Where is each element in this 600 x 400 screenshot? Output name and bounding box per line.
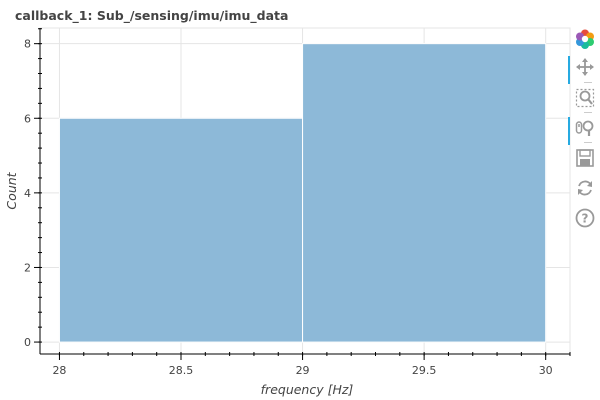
y-tick-label: 0 <box>24 336 31 349</box>
x-tick-label: 29 <box>296 364 310 377</box>
wheel-zoom-tool-button[interactable] <box>568 115 598 145</box>
pan-tool-button[interactable] <box>568 54 598 84</box>
reset-icon <box>578 180 592 196</box>
bokeh-logo-icon <box>576 29 594 49</box>
y-tick-label: 2 <box>24 261 31 274</box>
y-axis: 0 2 4 6 8 <box>24 28 42 354</box>
toolbar-separator <box>584 142 592 143</box>
save-tool-button[interactable] <box>572 145 598 171</box>
wheel-zoom-icon <box>575 120 594 136</box>
x-tick-label: 28.5 <box>169 364 194 377</box>
x-tick-label: 28 <box>52 364 66 377</box>
y-tick-label: 8 <box>24 38 31 51</box>
box-zoom-tool-button[interactable] <box>572 85 598 111</box>
toolbar-separator <box>584 112 592 113</box>
pan-icon <box>576 58 594 76</box>
reset-tool-button[interactable] <box>572 175 598 201</box>
x-axis-label: frequency [Hz] <box>261 382 354 397</box>
save-icon <box>576 149 594 167</box>
plot-toolbar: ? <box>568 24 600 234</box>
bokeh-logo[interactable] <box>572 26 598 52</box>
x-tick-label: 29.5 <box>412 364 437 377</box>
histogram-bar-1 <box>58 117 304 343</box>
help-tool-button[interactable]: ? <box>572 205 598 231</box>
y-tick-label: 6 <box>24 112 31 125</box>
y-tick-label: 4 <box>24 187 31 200</box>
chart-title: callback_1: Sub_/sensing/imu/imu_data <box>15 8 288 24</box>
histogram-bars <box>58 43 547 343</box>
y-axis-label: Count <box>4 171 19 209</box>
histogram-bar-2 <box>302 43 547 343</box>
x-axis: 28 28.5 29 29.5 30 <box>40 352 571 377</box>
toolbar-separator <box>584 82 592 83</box>
x-tick-label: 30 <box>539 364 553 377</box>
help-icon: ? <box>575 208 595 228</box>
box-zoom-icon <box>575 88 595 108</box>
svg-text:?: ? <box>582 212 589 226</box>
